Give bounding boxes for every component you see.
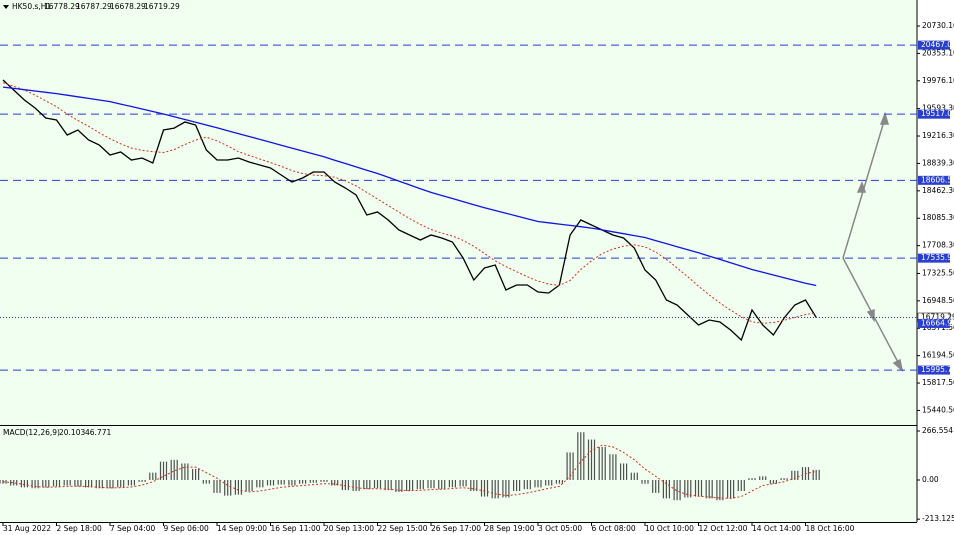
y-tick-label: 20730.10 [922, 21, 954, 30]
x-tick-label: 16 Sep 11:00 [271, 524, 321, 533]
y-tick-label: 0.00 [922, 475, 939, 484]
macd-panel [0, 427, 917, 522]
ask-price-box [918, 318, 950, 328]
x-tick-label: 12 Oct 12:00 [699, 524, 748, 533]
level-label: 20467.00 [921, 40, 954, 49]
price-panel [0, 0, 917, 425]
symbol: HK50.s,H1 [12, 2, 51, 11]
x-tick-label: 26 Sep 17:00 [431, 524, 481, 533]
y-tick-label: 18839.30 [922, 158, 954, 167]
macd-label: MACD(12,26,9) [3, 428, 60, 437]
y-tick-label: 17325.50 [922, 268, 954, 277]
menu-triangle [3, 5, 9, 9]
y-tick-label: 266.554 [922, 426, 953, 435]
x-tick-label: 2 Sep 18:00 [57, 524, 103, 533]
level-label: 17535.97 [921, 253, 954, 262]
level-label-box [918, 40, 950, 50]
level-label-box [918, 253, 950, 263]
ohlc-open: 16778.29 [44, 2, 80, 11]
x-tick-label: 18 Oct 16:00 [806, 524, 855, 533]
macd-value: 20.103 [59, 428, 85, 437]
price-line [2, 79, 817, 342]
x-tick-label: 9 Sep 06:00 [164, 524, 210, 533]
arrow-head [856, 180, 867, 193]
x-tick-label: 14 Sep 09:00 [217, 524, 267, 533]
ohlc-close: 16719.29 [144, 2, 180, 11]
macd-signal [2, 444, 817, 499]
ohlc-low: 16678.29 [110, 2, 146, 11]
y-tick-label: 19216.30 [922, 131, 954, 140]
last-price-label: 16719.29 [921, 312, 954, 321]
y-tick-label: 19976.10 [922, 76, 954, 85]
x-tick-label: 28 Sep 19:00 [485, 524, 535, 533]
x-tick-label: 6 Oct 08:00 [592, 524, 636, 533]
x-tick-label: 22 Sep 15:00 [378, 524, 428, 533]
slow-ma [2, 86, 817, 287]
arrow-head [892, 358, 904, 373]
level-label: 19517.00 [921, 109, 954, 118]
level-label-box [918, 109, 950, 119]
y-tick-label: 16948.50 [922, 296, 954, 305]
x-tick-label: 31 Aug 2022 [3, 524, 51, 533]
y-tick-label: 18085.30 [922, 213, 954, 222]
x-tick-label: 3 Oct 05:00 [538, 524, 582, 533]
x-tick-label: 20 Sep 13:00 [324, 524, 374, 533]
macd-signal-value: 46.771 [85, 428, 111, 437]
level-label: 18606.58 [921, 175, 954, 184]
ohlc-high: 16787.29 [76, 2, 112, 11]
x-tick-label: 14 Oct 14:00 [752, 524, 801, 533]
level-label: 15995.70 [921, 365, 954, 374]
ask-price-label: 16664.96 [921, 318, 954, 327]
y-tick-label: 19593.30 [922, 104, 954, 113]
arrow-head [866, 308, 875, 323]
x-tick-label: 7 Sep 04:00 [110, 524, 156, 533]
y-tick-label: 18462.30 [922, 186, 954, 195]
level-label-box [918, 365, 950, 375]
projection-arrows [842, 111, 904, 373]
y-tick-label: -213.125 [922, 514, 954, 523]
arrow-head [879, 111, 890, 125]
y-tick-label: 15817.50 [922, 378, 954, 387]
x-tick-label: 10 Oct 10:00 [645, 524, 694, 533]
y-tick-label: 17708.30 [922, 241, 954, 250]
y-tick-label: 15440.50 [922, 405, 954, 414]
y-tick-label: 20353.10 [922, 48, 954, 57]
y-tick-label: 16194.50 [922, 351, 954, 360]
level-label-box [918, 175, 950, 185]
